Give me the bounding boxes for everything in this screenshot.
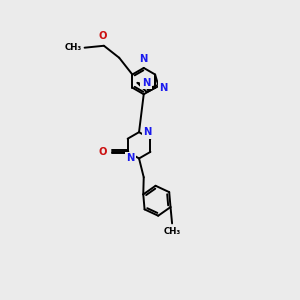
Text: CH₃: CH₃ <box>164 227 181 236</box>
Text: N: N <box>160 83 168 93</box>
Text: N: N <box>127 154 135 164</box>
Text: O: O <box>98 31 106 41</box>
Text: O: O <box>99 147 107 157</box>
Text: N: N <box>142 78 150 88</box>
Text: N: N <box>143 127 152 137</box>
Text: CH₃: CH₃ <box>64 43 82 52</box>
Text: N: N <box>140 54 148 64</box>
